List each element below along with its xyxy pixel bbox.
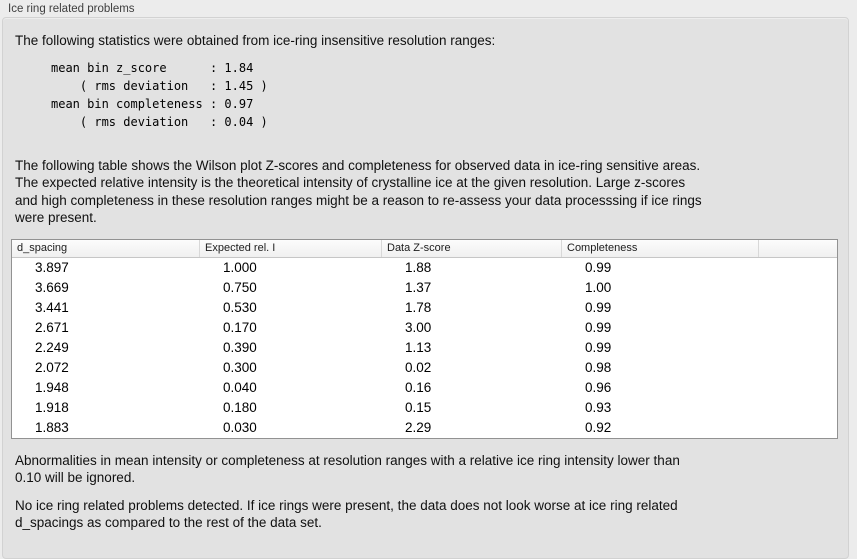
cell: 0.96 xyxy=(585,379,612,395)
cell: 3.897 xyxy=(35,259,69,275)
table-header: d_spacing Expected rel. I Data Z-score Comp… xyxy=(12,239,837,258)
cell: 0.030 xyxy=(223,419,257,435)
cell: 3.441 xyxy=(35,299,69,315)
cell: 0.170 xyxy=(223,319,257,335)
cell: 0.180 xyxy=(223,399,257,415)
cell: 1.88 xyxy=(405,259,432,275)
cell: 0.93 xyxy=(585,399,612,415)
cell: 0.99 xyxy=(585,259,612,275)
intro-text: The following statistics were obtained f… xyxy=(15,33,496,48)
ignore-threshold-note: Abnormalities in mean intensity or compl… xyxy=(15,452,680,486)
ice-ring-panel: The following statistics were obtained f… xyxy=(2,17,849,559)
panel-content: The following statistics were obtained f… xyxy=(3,32,848,532)
cell: 1.918 xyxy=(35,399,69,415)
cell: 0.99 xyxy=(585,319,612,335)
cell: 1.13 xyxy=(405,339,432,355)
cell: 2.249 xyxy=(35,339,69,355)
cell: 2.072 xyxy=(35,359,69,375)
cell: 0.530 xyxy=(223,299,257,315)
table-row[interactable]: 3.669 0.750 1.37 1.00 xyxy=(12,277,837,298)
cell: 3.00 xyxy=(405,319,432,335)
table-row[interactable]: 2.671 0.170 3.00 0.99 xyxy=(12,317,837,338)
cell: 0.390 xyxy=(223,339,257,355)
cell: 0.750 xyxy=(223,279,257,295)
statistics-block: mean bin z_score : 1.84 ( rms deviation … xyxy=(51,60,268,129)
cell: 1.78 xyxy=(405,299,432,315)
table-row[interactable]: 1.948 0.040 0.16 0.96 xyxy=(12,377,837,398)
cell: 1.000 xyxy=(223,259,257,275)
column-header-data-z-score[interactable]: Data Z-score xyxy=(382,239,562,257)
cell: 1.37 xyxy=(405,279,432,295)
table-description-text: The following table shows the Wilson plo… xyxy=(15,157,702,226)
ice-ring-table: d_spacing Expected rel. I Data Z-score Comp… xyxy=(11,238,838,439)
column-header-expected-rel-i[interactable]: Expected rel. I xyxy=(200,239,382,257)
table-body: 3.897 1.000 1.88 0.99 3.669 0.750 1.37 1.00 3.44… xyxy=(12,257,837,438)
column-header-spacer xyxy=(759,240,837,257)
table-row[interactable]: 3.897 1.000 1.88 0.99 xyxy=(12,257,837,278)
panel-title: Ice ring related problems xyxy=(8,3,135,15)
cell: 2.29 xyxy=(405,419,432,435)
table-row[interactable]: 1.918 0.180 0.15 0.93 xyxy=(12,397,837,418)
table-row[interactable]: 2.249 0.390 1.13 0.99 xyxy=(12,337,837,358)
cell: 0.15 xyxy=(405,399,432,415)
cell: 0.99 xyxy=(585,339,612,355)
cell: 3.669 xyxy=(35,279,69,295)
table-row[interactable]: 2.072 0.300 0.02 0.98 xyxy=(12,357,837,378)
cell: 0.98 xyxy=(585,359,612,375)
cell: 0.300 xyxy=(223,359,257,375)
cell: 0.99 xyxy=(585,299,612,315)
conclusion-text: No ice ring related problems detected. I… xyxy=(15,497,678,531)
cell: 1.948 xyxy=(35,379,69,395)
cell: 1.00 xyxy=(585,279,612,295)
cell: 2.671 xyxy=(35,319,69,335)
table-row[interactable]: 1.883 0.030 2.29 0.92 xyxy=(12,417,837,438)
cell: 0.02 xyxy=(405,359,432,375)
column-header-completeness[interactable]: Completeness xyxy=(562,239,759,257)
cell: 0.16 xyxy=(405,379,432,395)
column-header-d-spacing[interactable]: d_spacing xyxy=(12,239,200,257)
cell: 0.92 xyxy=(585,419,612,435)
cell: 0.040 xyxy=(223,379,257,395)
cell: 1.883 xyxy=(35,419,69,435)
table-row[interactable]: 3.441 0.530 1.78 0.99 xyxy=(12,297,837,318)
